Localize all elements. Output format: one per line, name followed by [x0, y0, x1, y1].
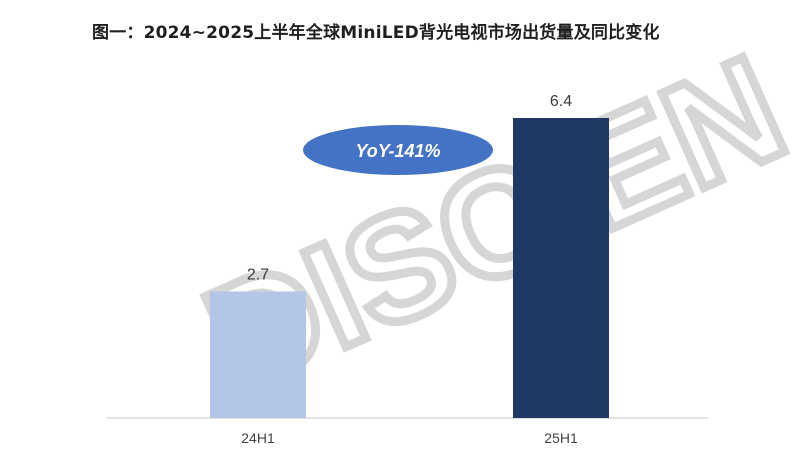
yoy-label: YoY-141%	[355, 141, 440, 161]
chart-title: 图一：2024~2025上半年全球MiniLED背光电视市场出货量及同比变化	[92, 23, 660, 43]
x-tick-label-24h1: 24H1	[241, 430, 275, 446]
yoy-ellipse	[303, 125, 493, 175]
bars-group	[210, 118, 609, 418]
data-label-25h1: 6.4	[550, 93, 572, 110]
bar-25h1	[513, 118, 609, 418]
labels-group: 2.7 24H1 6.4 25H1	[241, 93, 578, 446]
yoy-annotation: YoY-141%	[303, 125, 493, 175]
data-label-24h1: 2.7	[247, 266, 269, 283]
x-tick-label-25h1: 25H1	[544, 430, 578, 446]
bar-24h1	[210, 291, 306, 418]
